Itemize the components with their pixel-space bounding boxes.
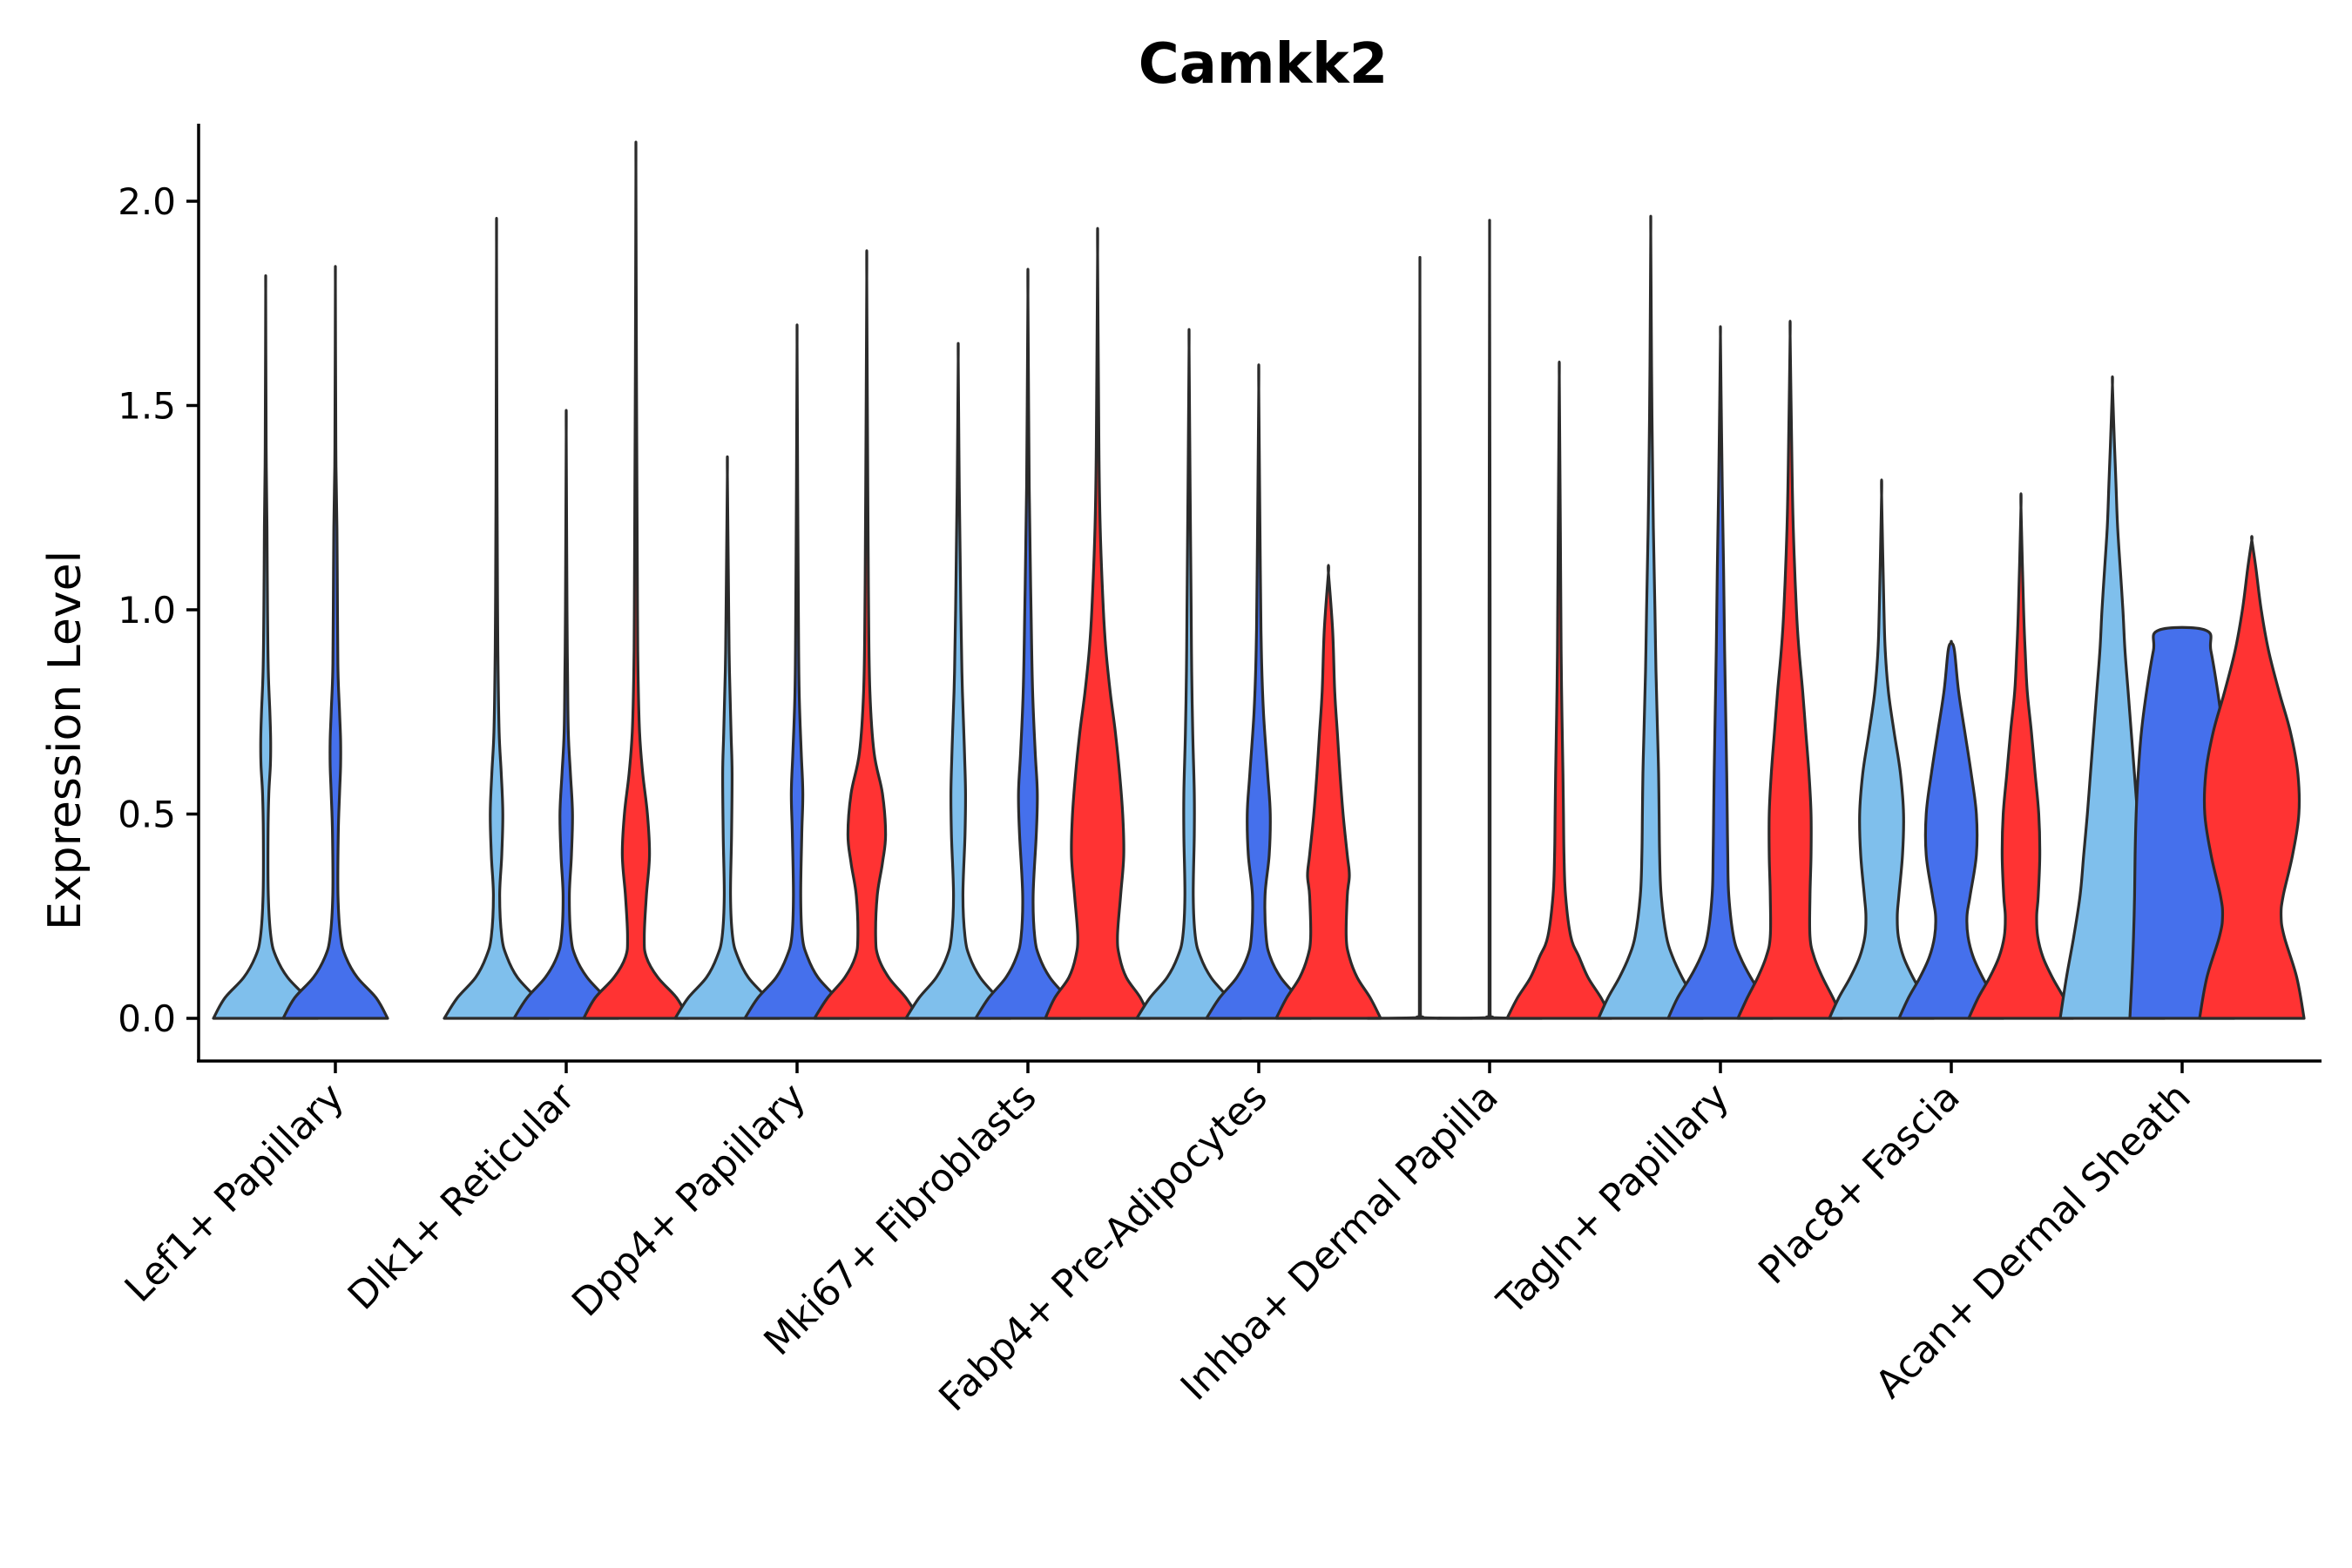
violin-dpp4-papillary-series-1: [673, 455, 781, 1020]
y-tick-label: 0.5: [118, 794, 176, 836]
violin-plac8-fascia-series-3: [1967, 492, 2075, 1020]
category-label-lef1-papillary: Lef1+ Papillary: [117, 1075, 353, 1311]
violin-lef1-papillary-series-2: [281, 265, 389, 1020]
violin-fabp4-pre-adipocytes-series-1: [1135, 328, 1243, 1020]
violin-tagln-papillary-series-1: [1597, 214, 1705, 1020]
violin-dlk1-reticular-series-2: [512, 409, 620, 1020]
violin-dpp4-papillary-series-2: [743, 323, 851, 1020]
violin-dlk1-reticular-series-1: [443, 216, 551, 1020]
violin-dlk1-reticular-series-3: [582, 140, 690, 1020]
chart-title: Camkk2: [1139, 32, 1389, 97]
violin-mki67-fibroblasts-series-2: [974, 267, 1082, 1020]
y-tick-label: 2.0: [118, 180, 176, 223]
violins-layer: [212, 140, 2306, 1020]
category-label-plac8-fascia: Plac8+ Fascia: [1750, 1075, 1969, 1294]
violin-inhba-dermal-papilla-series-2: [1436, 219, 1544, 1020]
violin-inhba-dermal-papilla-series-3: [1505, 360, 1613, 1020]
category-label-tagln-papillary: Tagln+ Papillary: [1489, 1075, 1738, 1324]
violin-mki67-fibroblasts-series-3: [1044, 226, 1152, 1020]
violin-tagln-papillary-series-2: [1666, 325, 1774, 1020]
violin-dpp4-papillary-series-3: [813, 249, 921, 1020]
y-tick-label: 1.0: [118, 589, 176, 632]
violin-lef1-papillary-series-1: [212, 274, 320, 1020]
violin-tagln-papillary-series-3: [1736, 320, 1844, 1020]
violin-fabp4-pre-adipocytes-series-2: [1205, 363, 1313, 1020]
violin-inhba-dermal-papilla-series-1: [1366, 255, 1474, 1020]
category-label-dpp4-papillary: Dpp4+ Papillary: [564, 1075, 814, 1326]
violin-plac8-fascia-series-2: [1897, 639, 2005, 1020]
y-tick-label: 1.5: [118, 385, 176, 428]
violin-fabp4-pre-adipocytes-series-3: [1274, 564, 1382, 1020]
violin-mki67-fibroblasts-series-1: [904, 341, 1012, 1020]
y-tick-label: 0.0: [118, 997, 176, 1040]
y-ticks: 0.0 0.5 1.0 1.5 2.0: [118, 180, 199, 1040]
y-axis-label: Expression Level: [39, 551, 91, 930]
category-label-dlk1-reticular: Dlk1+ Reticular: [340, 1074, 585, 1319]
violin-acan-dermal-sheath-series-3: [2198, 535, 2306, 1020]
violin-plac8-fascia-series-1: [1828, 478, 1936, 1020]
